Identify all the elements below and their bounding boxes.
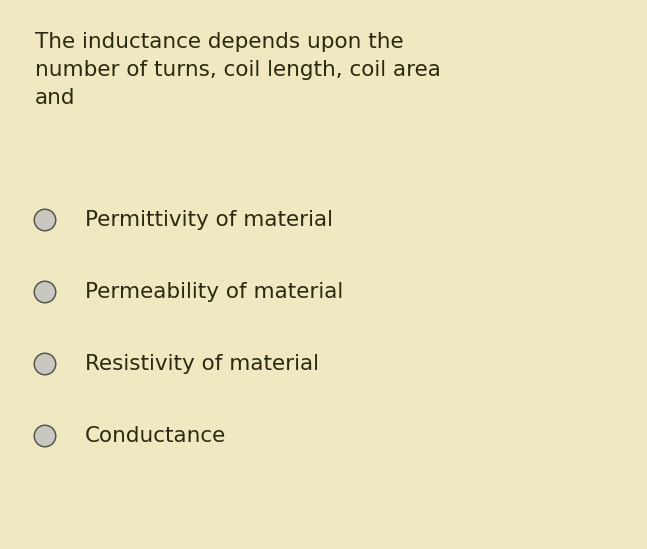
Circle shape	[34, 352, 56, 376]
Circle shape	[34, 281, 56, 304]
Circle shape	[35, 354, 55, 374]
Circle shape	[34, 424, 56, 447]
Text: and: and	[35, 88, 76, 108]
Text: The inductance depends upon the: The inductance depends upon the	[35, 32, 404, 52]
Circle shape	[35, 282, 55, 302]
Circle shape	[35, 426, 55, 446]
Circle shape	[35, 210, 55, 230]
Text: Conductance: Conductance	[85, 426, 226, 446]
Text: Permittivity of material: Permittivity of material	[85, 210, 333, 230]
Text: Resistivity of material: Resistivity of material	[85, 354, 319, 374]
Text: number of turns, coil length, coil area: number of turns, coil length, coil area	[35, 60, 441, 80]
Text: Permeability of material: Permeability of material	[85, 282, 344, 302]
Circle shape	[34, 209, 56, 232]
